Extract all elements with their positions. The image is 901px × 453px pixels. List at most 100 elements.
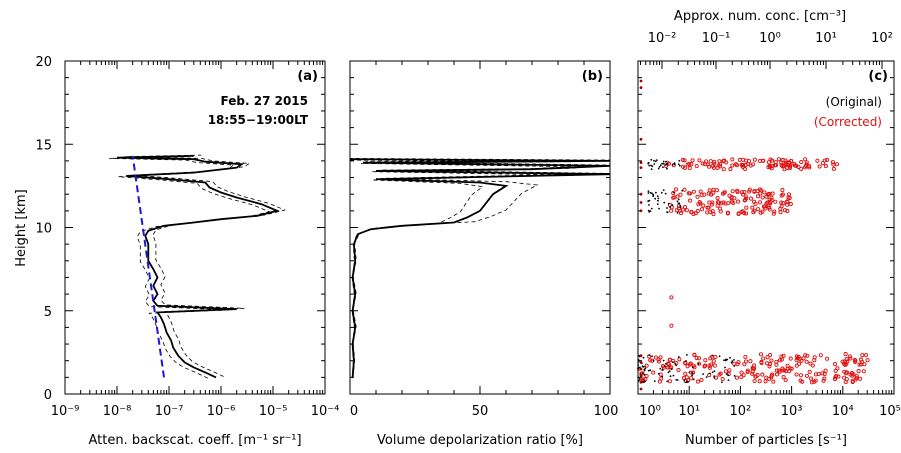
corrected-point [730,163,735,168]
top-x-tick-label: 10² [871,31,893,46]
corrected-point [761,356,766,361]
corrected-point [780,192,785,197]
corrected-point [789,366,794,371]
corrected-point [758,352,764,357]
corrected-point [768,352,773,358]
corrected-point [815,158,820,163]
corrected-point [742,190,747,195]
corrected-point [796,354,801,359]
corrected-point [727,193,732,198]
corrected-point [823,368,828,373]
corrected-point [697,361,702,366]
depol-envelope-line [349,159,572,379]
corrected-point [773,199,778,204]
original-point [678,164,681,167]
corrected-point [780,164,785,169]
low-count-point [639,367,643,371]
low-count-point [639,79,643,83]
corrected-point [844,361,849,366]
corrected-point [781,201,786,206]
corrected-point [727,368,732,373]
original-point [724,366,726,369]
original-point [651,165,654,168]
original-point [638,354,640,357]
y-tick-label: 5 [44,305,52,320]
corrected-point [785,199,790,204]
corrected-point [804,359,809,364]
corrected-point [762,190,767,195]
original-point [660,191,663,194]
depolarization-profile-line [349,158,611,378]
corrected-point [706,191,711,196]
corrected-point [707,363,712,368]
original-point [666,211,669,214]
corrected-point [682,205,688,210]
corrected-point [720,376,725,382]
original-point [664,365,666,368]
original-point [676,379,679,381]
original-point [721,381,723,383]
corrected-point [785,366,790,371]
corrected-point [699,192,704,197]
backscatter-profile-line [116,155,280,379]
corrected-point [752,157,757,162]
original-point [667,371,670,374]
corrected-point [694,163,699,169]
corrected-point [734,375,739,380]
original-point [643,374,646,376]
corrected-point [684,208,689,213]
corrected-point [688,198,693,203]
corrected-point [705,210,710,215]
original-point [641,372,644,375]
corrected-point [820,371,825,376]
original-point [652,359,655,362]
original-point [664,192,667,195]
corrected-point [767,364,772,369]
original-point [661,375,664,378]
corrected-point [813,378,818,383]
corrected-point [707,164,712,169]
x-tick-label: 10¹ [678,404,700,419]
corrected-point [865,358,870,363]
corrected-point [682,165,687,170]
original-point [666,163,668,165]
corrected-point [747,187,752,192]
panel-c-x-axis-label: Number of particles [s⁻¹] [685,433,847,448]
original-point [637,359,640,361]
date-annotation: Feb. 27 2015 [221,94,308,108]
corrected-point [751,210,756,215]
corrected-point [833,368,838,373]
original-point [671,163,674,166]
corrected-point [767,163,772,168]
original-point [647,200,650,203]
original-point [666,207,668,209]
original-point [637,366,640,369]
corrected-point [780,158,785,163]
corrected-point [689,376,694,381]
corrected-point [825,356,830,361]
corrected-point [721,200,726,205]
corrected-point [740,163,745,168]
corrected-point [733,162,738,167]
corrected-point [698,189,703,194]
original-point [665,160,667,163]
original-point [644,365,646,368]
original-point [686,354,688,356]
legend-corrected: (Corrected) [814,115,882,129]
x-tick-label: 10³ [781,404,803,419]
corrected-point [781,375,786,380]
corrected-point [756,207,761,212]
corrected-point [667,357,672,362]
corrected-point [783,162,789,167]
corrected-point [669,208,674,213]
original-point [713,370,716,373]
corrected-point [740,157,746,162]
corrected-point [677,357,682,362]
corrected-point [847,354,852,359]
corrected-point [730,189,735,194]
corrected-point [743,354,748,360]
corrected-point [836,374,841,379]
original-point [650,207,653,210]
corrected-point [804,160,809,165]
x-tick-label: 10⁻⁴ [311,404,340,419]
